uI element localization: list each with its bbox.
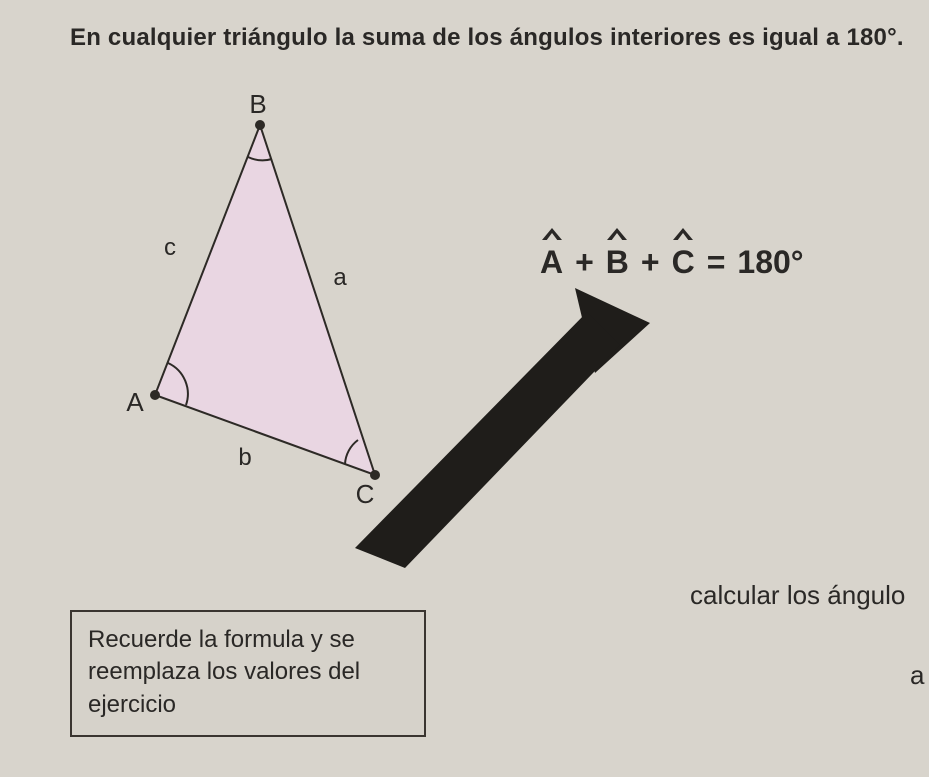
calc-text: calcular los ángulo (690, 580, 905, 611)
page: En cualquier triángulo la suma de los án… (0, 0, 929, 777)
vertex-label-B: B (249, 95, 266, 119)
note-line-1: Recuerde la formula y se (88, 624, 408, 656)
formula-B: B (606, 230, 629, 281)
formula-plus-2: + (641, 244, 660, 281)
angle-sum-formula: A + B + C = 180° (540, 230, 804, 281)
formula-C: C (672, 230, 695, 281)
formula-A: A (540, 230, 563, 281)
note-box: Recuerde la formula y se reemplaza los v… (70, 610, 426, 737)
vertex-label-A: A (126, 387, 144, 417)
side-label-a: a (333, 264, 347, 291)
arrow-icon (350, 278, 650, 578)
note-line-3: ejercicio (88, 689, 408, 721)
heading-text: En cualquier triángulo la suma de los án… (70, 24, 919, 52)
formula-eq: = (707, 244, 726, 281)
formula-plus-1: + (575, 244, 594, 281)
side-label-b: b (238, 444, 251, 471)
formula-rhs: 180° (737, 244, 803, 281)
note-line-2: reemplaza los valores del (88, 656, 408, 688)
side-label-c: c (164, 234, 176, 261)
a-text: a (910, 660, 924, 691)
